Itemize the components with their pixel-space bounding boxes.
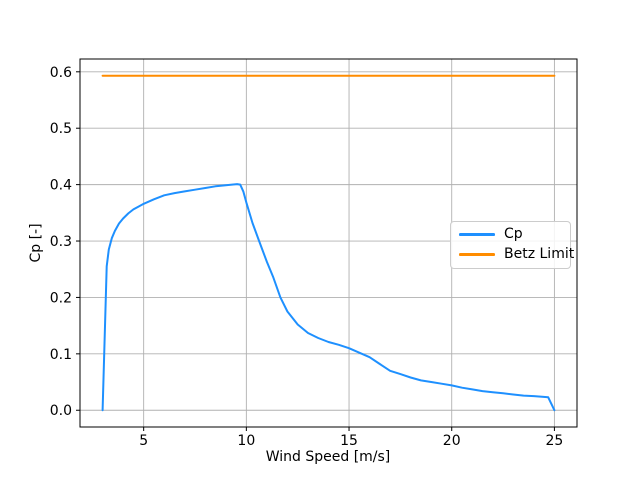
y-tick-label: 0.2: [50, 290, 72, 306]
x-tick-label: 15: [340, 433, 358, 449]
y-tick-label: 0.1: [50, 347, 72, 363]
x-tick-label: 10: [237, 433, 255, 449]
legend: Cp Betz Limit: [450, 221, 574, 269]
y-axis-label: Cp [-]: [28, 223, 44, 263]
series-line-cp: [101, 183, 556, 412]
legend-label-betz-limit: Betz Limit: [504, 246, 575, 262]
legend-item-betz-limit: Betz Limit: [459, 247, 574, 262]
x-tick-label: 25: [545, 433, 563, 449]
y-tick-label: 0.0: [50, 403, 72, 419]
legend-item-cp: Cp: [459, 227, 561, 242]
legend-line-sample-betz-limit: [459, 253, 495, 256]
x-tick-label: 5: [139, 433, 148, 449]
plot-border: [79, 58, 578, 428]
y-tick-label: 0.3: [50, 234, 72, 250]
y-tick-label: 0.5: [50, 121, 72, 137]
legend-label-cp: Cp: [504, 226, 523, 242]
x-tick-label: 20: [443, 433, 461, 449]
y-tick-label: 0.6: [50, 65, 72, 81]
x-axis-label: Wind Speed [m/s]: [265, 449, 391, 465]
y-tick-label: 0.4: [50, 178, 72, 194]
legend-line-sample-cp: [459, 233, 495, 236]
